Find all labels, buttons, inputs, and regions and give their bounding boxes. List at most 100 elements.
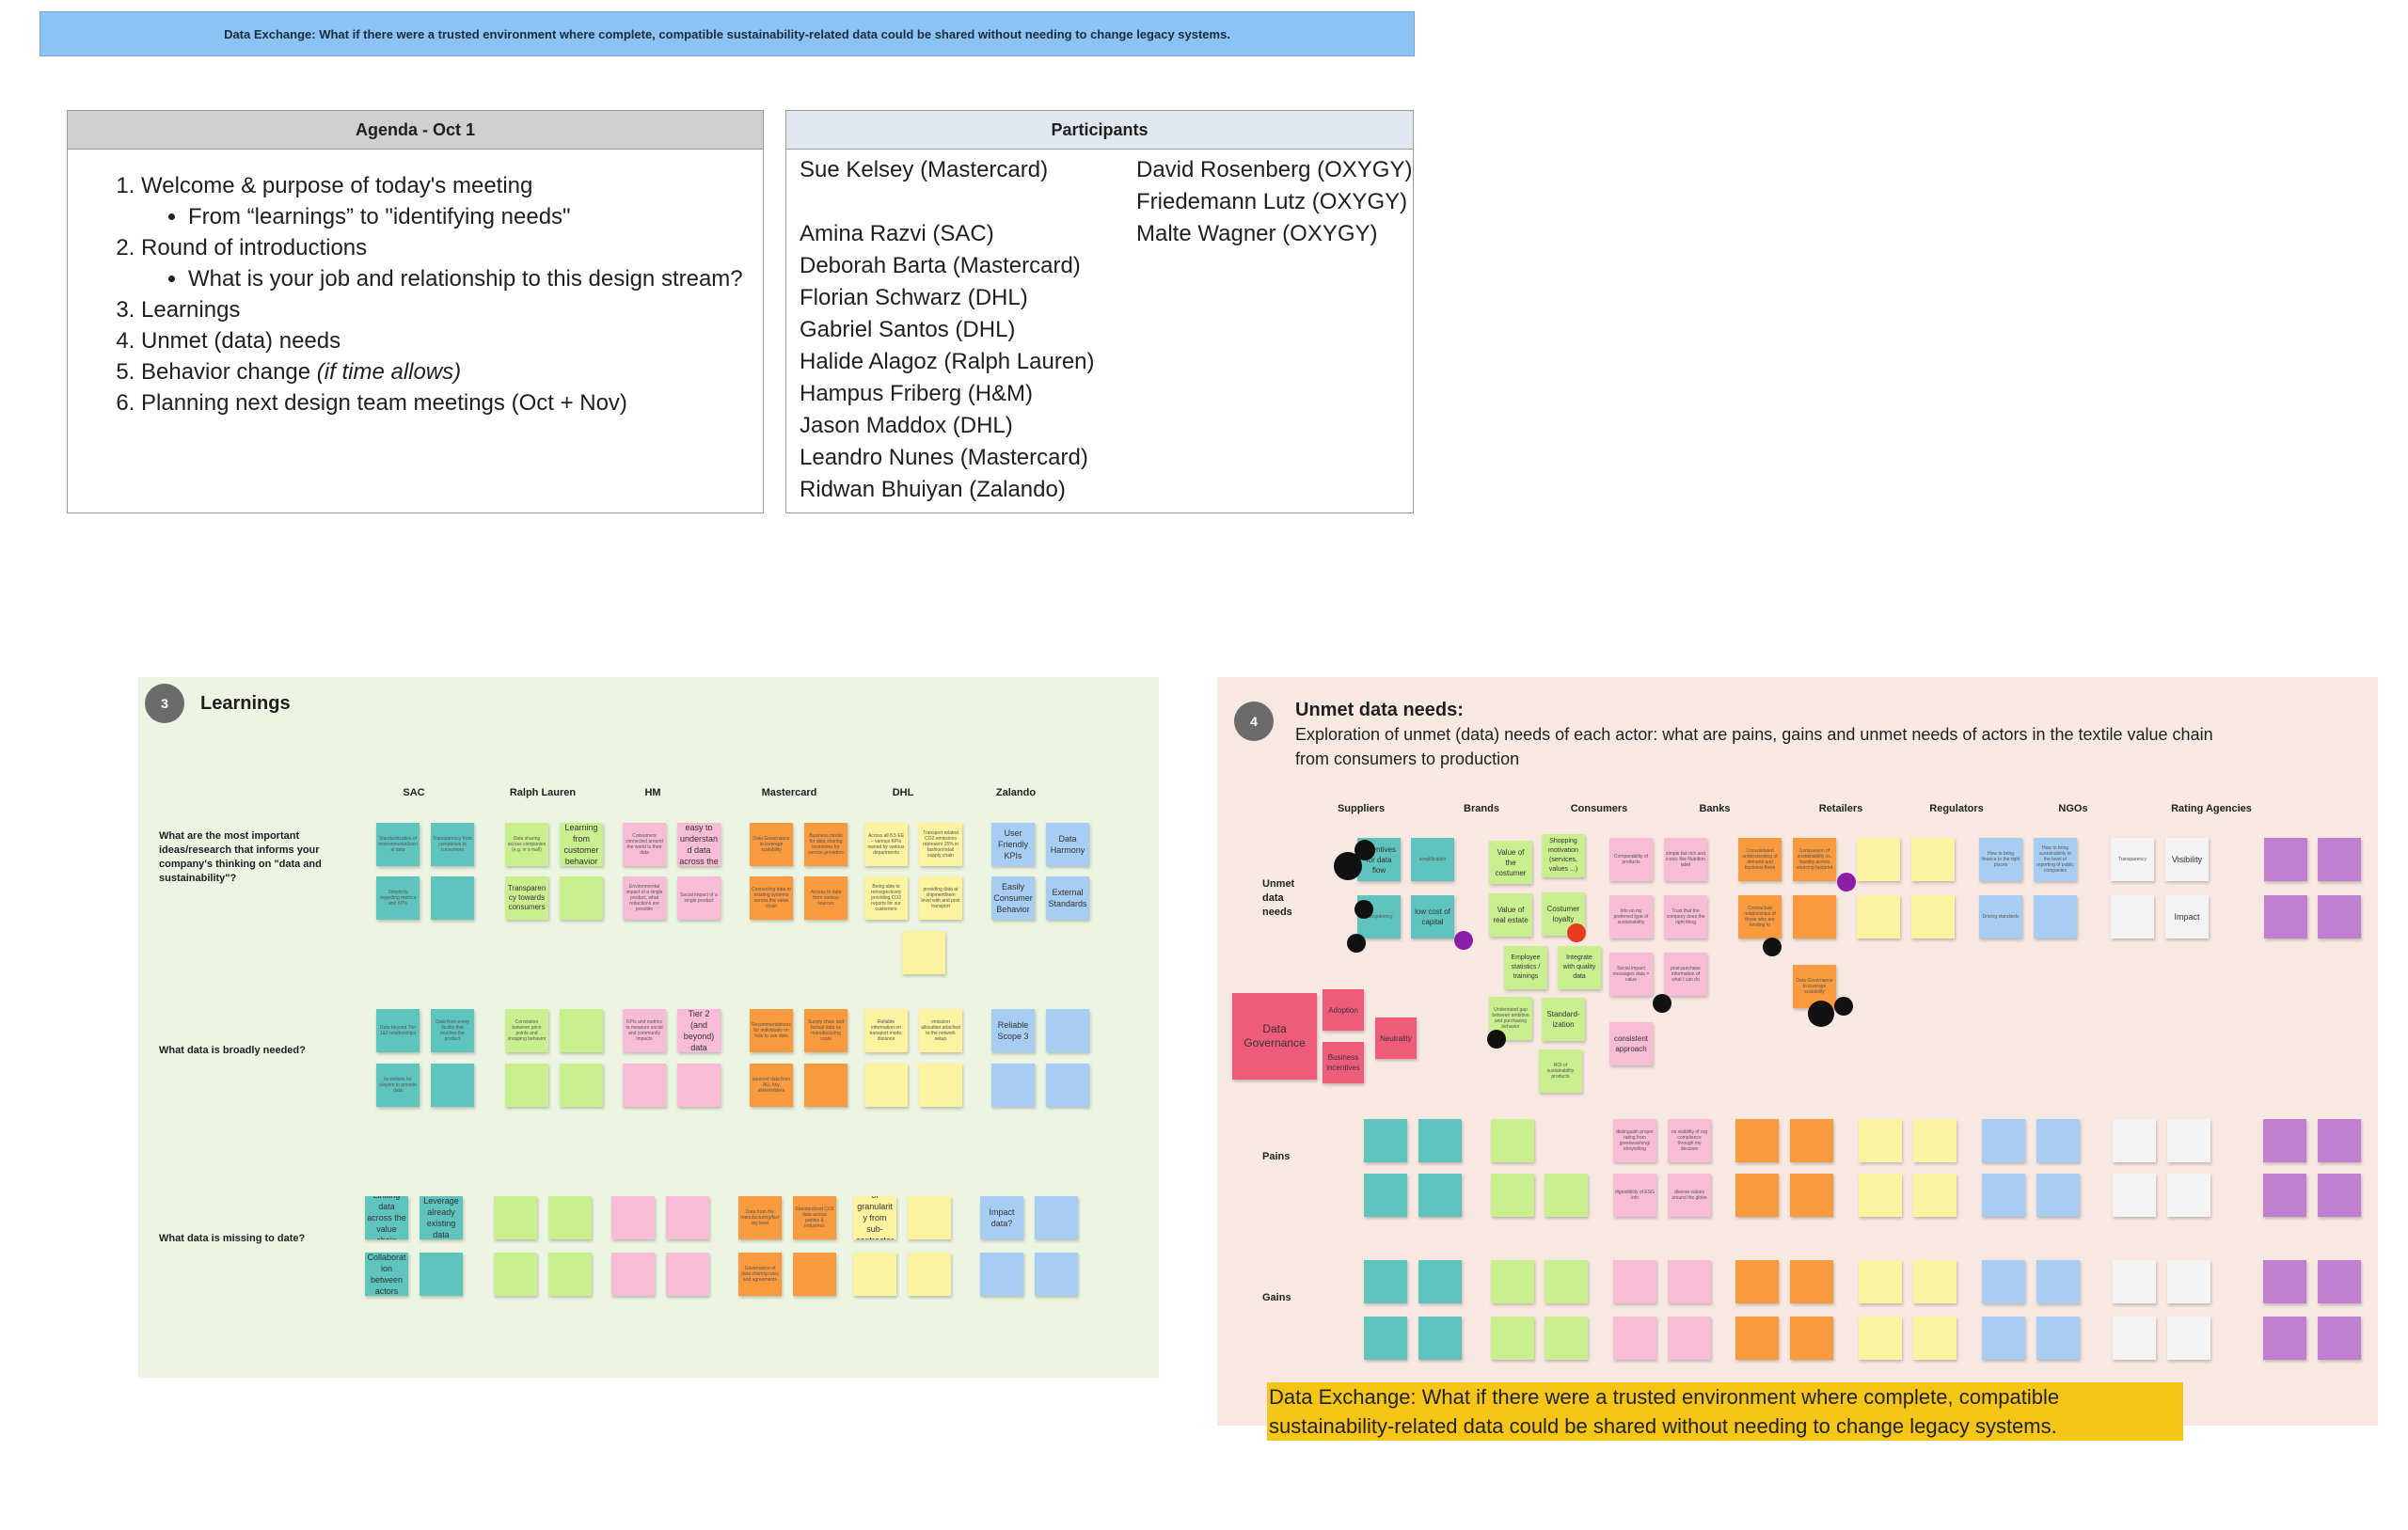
- sticky-note[interactable]: simple but rich and iconic like Nutritio…: [1664, 838, 1707, 881]
- sticky-note[interactable]: providing data at shipment/item level wi…: [919, 876, 962, 920]
- sticky-note[interactable]: [2318, 1260, 2361, 1303]
- sticky-note[interactable]: How to bring sustainability to the level…: [2034, 838, 2077, 881]
- sticky-note[interactable]: [2263, 1260, 2306, 1303]
- sticky-note[interactable]: External Standards: [1046, 876, 1089, 920]
- sticky-note[interactable]: Governance of data sharing rules and agr…: [738, 1253, 782, 1296]
- sticky-note[interactable]: [991, 1064, 1035, 1107]
- sticky-note[interactable]: [1035, 1253, 1078, 1296]
- sticky-note[interactable]: Transport related CO2 emissions represen…: [919, 823, 962, 866]
- sticky-note[interactable]: [1857, 838, 1900, 881]
- sticky-note[interactable]: Standard-ization: [1542, 998, 1585, 1041]
- sticky-note[interactable]: Data beyond Tier 1&2 relationships: [376, 1009, 420, 1052]
- vote-dot[interactable]: [1354, 900, 1373, 919]
- sticky-note[interactable]: User Friendly KPIs: [991, 823, 1035, 866]
- sticky-note[interactable]: [623, 1064, 666, 1107]
- sticky-note[interactable]: Impact data?: [980, 1196, 1023, 1239]
- sticky-note[interactable]: Data Governance: [1232, 993, 1317, 1080]
- sticky-note[interactable]: [1418, 1174, 1462, 1217]
- sticky-note[interactable]: Simplicity regarding metrics and KPIs: [376, 876, 420, 920]
- sticky-note[interactable]: [1491, 1317, 1534, 1360]
- sticky-note[interactable]: [2318, 1174, 2361, 1217]
- sticky-note[interactable]: [2113, 1119, 2156, 1162]
- sticky-note[interactable]: Collaboration between actors: [365, 1253, 408, 1296]
- sticky-note[interactable]: Incentives for players to provide data: [376, 1064, 420, 1107]
- sticky-note[interactable]: [2318, 838, 2361, 881]
- sticky-note[interactable]: [1545, 1317, 1588, 1360]
- sticky-note[interactable]: [902, 931, 945, 974]
- sticky-note[interactable]: Easily Consumer Behavior: [991, 876, 1035, 920]
- sticky-note[interactable]: Correlation between price points and sho…: [505, 1009, 548, 1052]
- sticky-note[interactable]: [666, 1196, 709, 1239]
- sticky-note[interactable]: emission allocation attached to the netw…: [919, 1009, 962, 1052]
- sticky-note[interactable]: Connecting data to existing systems acro…: [750, 876, 793, 920]
- sticky-note[interactable]: [666, 1253, 709, 1296]
- sticky-note[interactable]: [1491, 1174, 1534, 1217]
- sticky-note[interactable]: Business incentives: [1323, 1042, 1364, 1083]
- sticky-note[interactable]: Trust that the company does the right th…: [1664, 895, 1707, 939]
- sticky-note[interactable]: [1982, 1260, 2025, 1303]
- vote-dot[interactable]: [1653, 994, 1671, 1013]
- sticky-note[interactable]: [2113, 1317, 2156, 1360]
- sticky-note[interactable]: [2034, 895, 2077, 939]
- sticky-note[interactable]: [1982, 1174, 2025, 1217]
- sticky-note[interactable]: [1668, 1260, 1711, 1303]
- sticky-note[interactable]: [853, 1253, 896, 1296]
- sticky-note[interactable]: Consumers connected around the world to …: [623, 823, 666, 866]
- sticky-note[interactable]: Info on my preferred type of sustainabil…: [1609, 895, 1653, 939]
- sticky-note[interactable]: [1790, 1260, 1833, 1303]
- vote-dot[interactable]: [1454, 931, 1473, 950]
- sticky-note[interactable]: Data Governance to leverage scalability: [750, 823, 793, 866]
- sticky-note[interactable]: [431, 876, 474, 920]
- sticky-note[interactable]: [1545, 1174, 1588, 1217]
- sticky-note[interactable]: [2318, 895, 2361, 939]
- sticky-note[interactable]: [1790, 1119, 1833, 1162]
- sticky-note[interactable]: low cost of capital: [1411, 895, 1454, 939]
- sticky-note[interactable]: [793, 1253, 836, 1296]
- sticky-note[interactable]: [1859, 1119, 1902, 1162]
- vote-dot[interactable]: [1834, 997, 1853, 1016]
- sticky-note[interactable]: Access to easy to understand data across…: [677, 823, 721, 866]
- sticky-note[interactable]: [1793, 895, 1836, 939]
- sticky-note[interactable]: [1913, 1119, 1956, 1162]
- vote-dot[interactable]: [1347, 934, 1366, 953]
- sticky-note[interactable]: Neutrality: [1375, 1017, 1417, 1059]
- sticky-note[interactable]: Recommendations for individuals on how t…: [750, 1009, 793, 1052]
- sticky-note[interactable]: [1859, 1317, 1902, 1360]
- sticky-note[interactable]: Data Governance to leverage scalability: [1793, 965, 1836, 1008]
- sticky-note[interactable]: simplification: [1411, 838, 1454, 881]
- vote-dot[interactable]: [1354, 840, 1375, 860]
- sticky-note[interactable]: Contractual relationships of those who a…: [1738, 895, 1782, 939]
- participants-card[interactable]: Participants Sue Kelsey (Mastercard) Amin…: [785, 110, 1414, 513]
- sticky-note[interactable]: [1613, 1317, 1656, 1360]
- sticky-note[interactable]: Data from every facility that touches th…: [431, 1009, 474, 1052]
- sticky-note[interactable]: Tier 2 (and beyond) data: [677, 1009, 721, 1052]
- sticky-note[interactable]: [980, 1253, 1023, 1296]
- sticky-note[interactable]: [1982, 1317, 2025, 1360]
- sticky-note[interactable]: [431, 1064, 474, 1107]
- sticky-note[interactable]: [2036, 1317, 2080, 1360]
- sticky-note[interactable]: Transparency towards consumers: [505, 876, 548, 920]
- sticky-note[interactable]: Driving standards: [1979, 895, 2022, 939]
- sticky-note[interactable]: [494, 1253, 537, 1296]
- sticky-note[interactable]: [1913, 1317, 1956, 1360]
- sticky-note[interactable]: [505, 1064, 548, 1107]
- sticky-note[interactable]: [1857, 895, 1900, 939]
- sticky-note[interactable]: [560, 876, 603, 920]
- agenda-card[interactable]: Agenda - Oct 1 Welcome & purpose of toda…: [67, 110, 764, 513]
- unmet-needs-frame[interactable]: 4 Unmet data needs: Exploration of unmet…: [1217, 677, 2378, 1426]
- vote-dot[interactable]: [1808, 1001, 1834, 1027]
- sticky-note[interactable]: [1418, 1119, 1462, 1162]
- sticky-note[interactable]: Integrate with quality data: [1558, 946, 1601, 989]
- sticky-note[interactable]: [908, 1196, 951, 1239]
- vote-dot[interactable]: [1837, 873, 1856, 891]
- sticky-note[interactable]: [1735, 1119, 1779, 1162]
- sticky-note[interactable]: [908, 1253, 951, 1296]
- sticky-note[interactable]: ROI of sustainability products: [1539, 1049, 1582, 1093]
- sticky-note[interactable]: no visibility of org compliance through …: [1668, 1119, 1711, 1162]
- vote-dot[interactable]: [1487, 1030, 1506, 1049]
- sticky-note[interactable]: Access to data from various sources: [804, 876, 848, 920]
- sticky-note[interactable]: Social impact of a single product: [677, 876, 721, 920]
- sticky-note[interactable]: digestibility of ESG info: [1613, 1174, 1656, 1217]
- sticky-note[interactable]: Social impact messages data = value: [1609, 953, 1653, 996]
- sticky-note[interactable]: [2167, 1260, 2210, 1303]
